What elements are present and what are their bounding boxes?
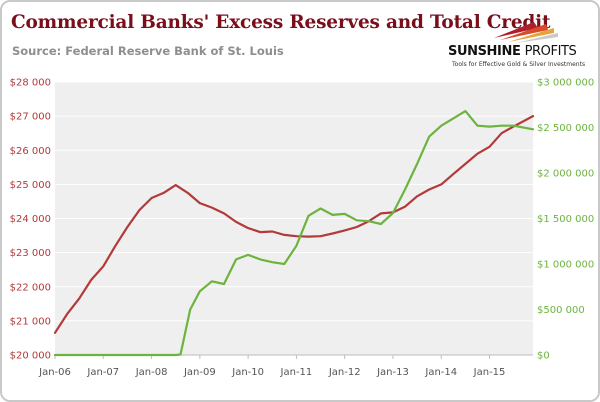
x-tick-label: Jan-15 [473, 367, 506, 378]
left-tick-label: $27 000 [10, 112, 51, 123]
logo-text: SUNSHINE PROFITS [448, 44, 577, 59]
right-tick-label: $2 500 000 [537, 123, 594, 134]
x-tick-label: Jan-12 [328, 367, 361, 378]
series-lines [53, 109, 535, 357]
x-tick-label: Jan-10 [231, 367, 264, 378]
right-tick-label: $0 [537, 351, 550, 362]
right-tick-label: $2 000 000 [537, 169, 594, 180]
left-tick-label: $23 000 [10, 248, 51, 259]
logo-name-light: PROFITS [524, 44, 577, 59]
left-tick-label: $26 000 [10, 146, 51, 157]
x-tick-label: Jan-08 [135, 367, 168, 378]
excess-reserves-line [53, 109, 535, 357]
grid-lines [55, 81, 533, 356]
right-tick-label: $1 000 000 [537, 260, 594, 271]
chart-subtitle: Source: Federal Reserve Bank of St. Loui… [12, 44, 284, 58]
x-tick-label: Jan-06 [38, 367, 71, 378]
right-tick-label: $3 000 000 [537, 78, 594, 89]
x-tick-label: Jan-14 [424, 367, 457, 378]
x-axis-ticks: Jan-06 Jan-07 Jan-08 Jan-09 Jan-10 Jan-11 Jan-… [38, 355, 505, 378]
x-tick-label: Jan-11 [280, 367, 313, 378]
right-tick-label: $500 000 [537, 305, 585, 316]
logo-rays-icon [494, 22, 558, 43]
x-tick-label: Jan-13 [376, 367, 409, 378]
left-tick-label: $28 000 [10, 78, 51, 89]
logo-tagline: Tools for Effective Gold & Silver Invest… [452, 61, 586, 68]
left-tick-label: $24 000 [10, 214, 51, 225]
left-axis-ticks: $20 000 $21 000 $22 000 $23 000 $24 000 $25 0… [10, 78, 51, 362]
chart-title: Commercial Banks' Excess Reserves and To… [11, 12, 551, 33]
logo-name-bold: SUNSHINE [448, 44, 521, 59]
right-axis-ticks: $0 $500 000 $1 000 000 $1 500 000 $2 000 000… [537, 78, 594, 362]
x-tick-label: Jan-07 [86, 367, 119, 378]
left-tick-label: $20 000 [10, 351, 51, 362]
x-tick-label: Jan-09 [183, 367, 216, 378]
right-tick-label: $1 500 000 [537, 214, 594, 225]
sunshine-profits-logo: SUNSHINE PROFITS Tools for Effective Gol… [442, 14, 592, 74]
left-tick-label: $22 000 [10, 282, 51, 293]
left-tick-label: $21 000 [10, 316, 51, 327]
left-tick-label: $25 000 [10, 180, 51, 191]
total-credit-line [53, 114, 535, 334]
